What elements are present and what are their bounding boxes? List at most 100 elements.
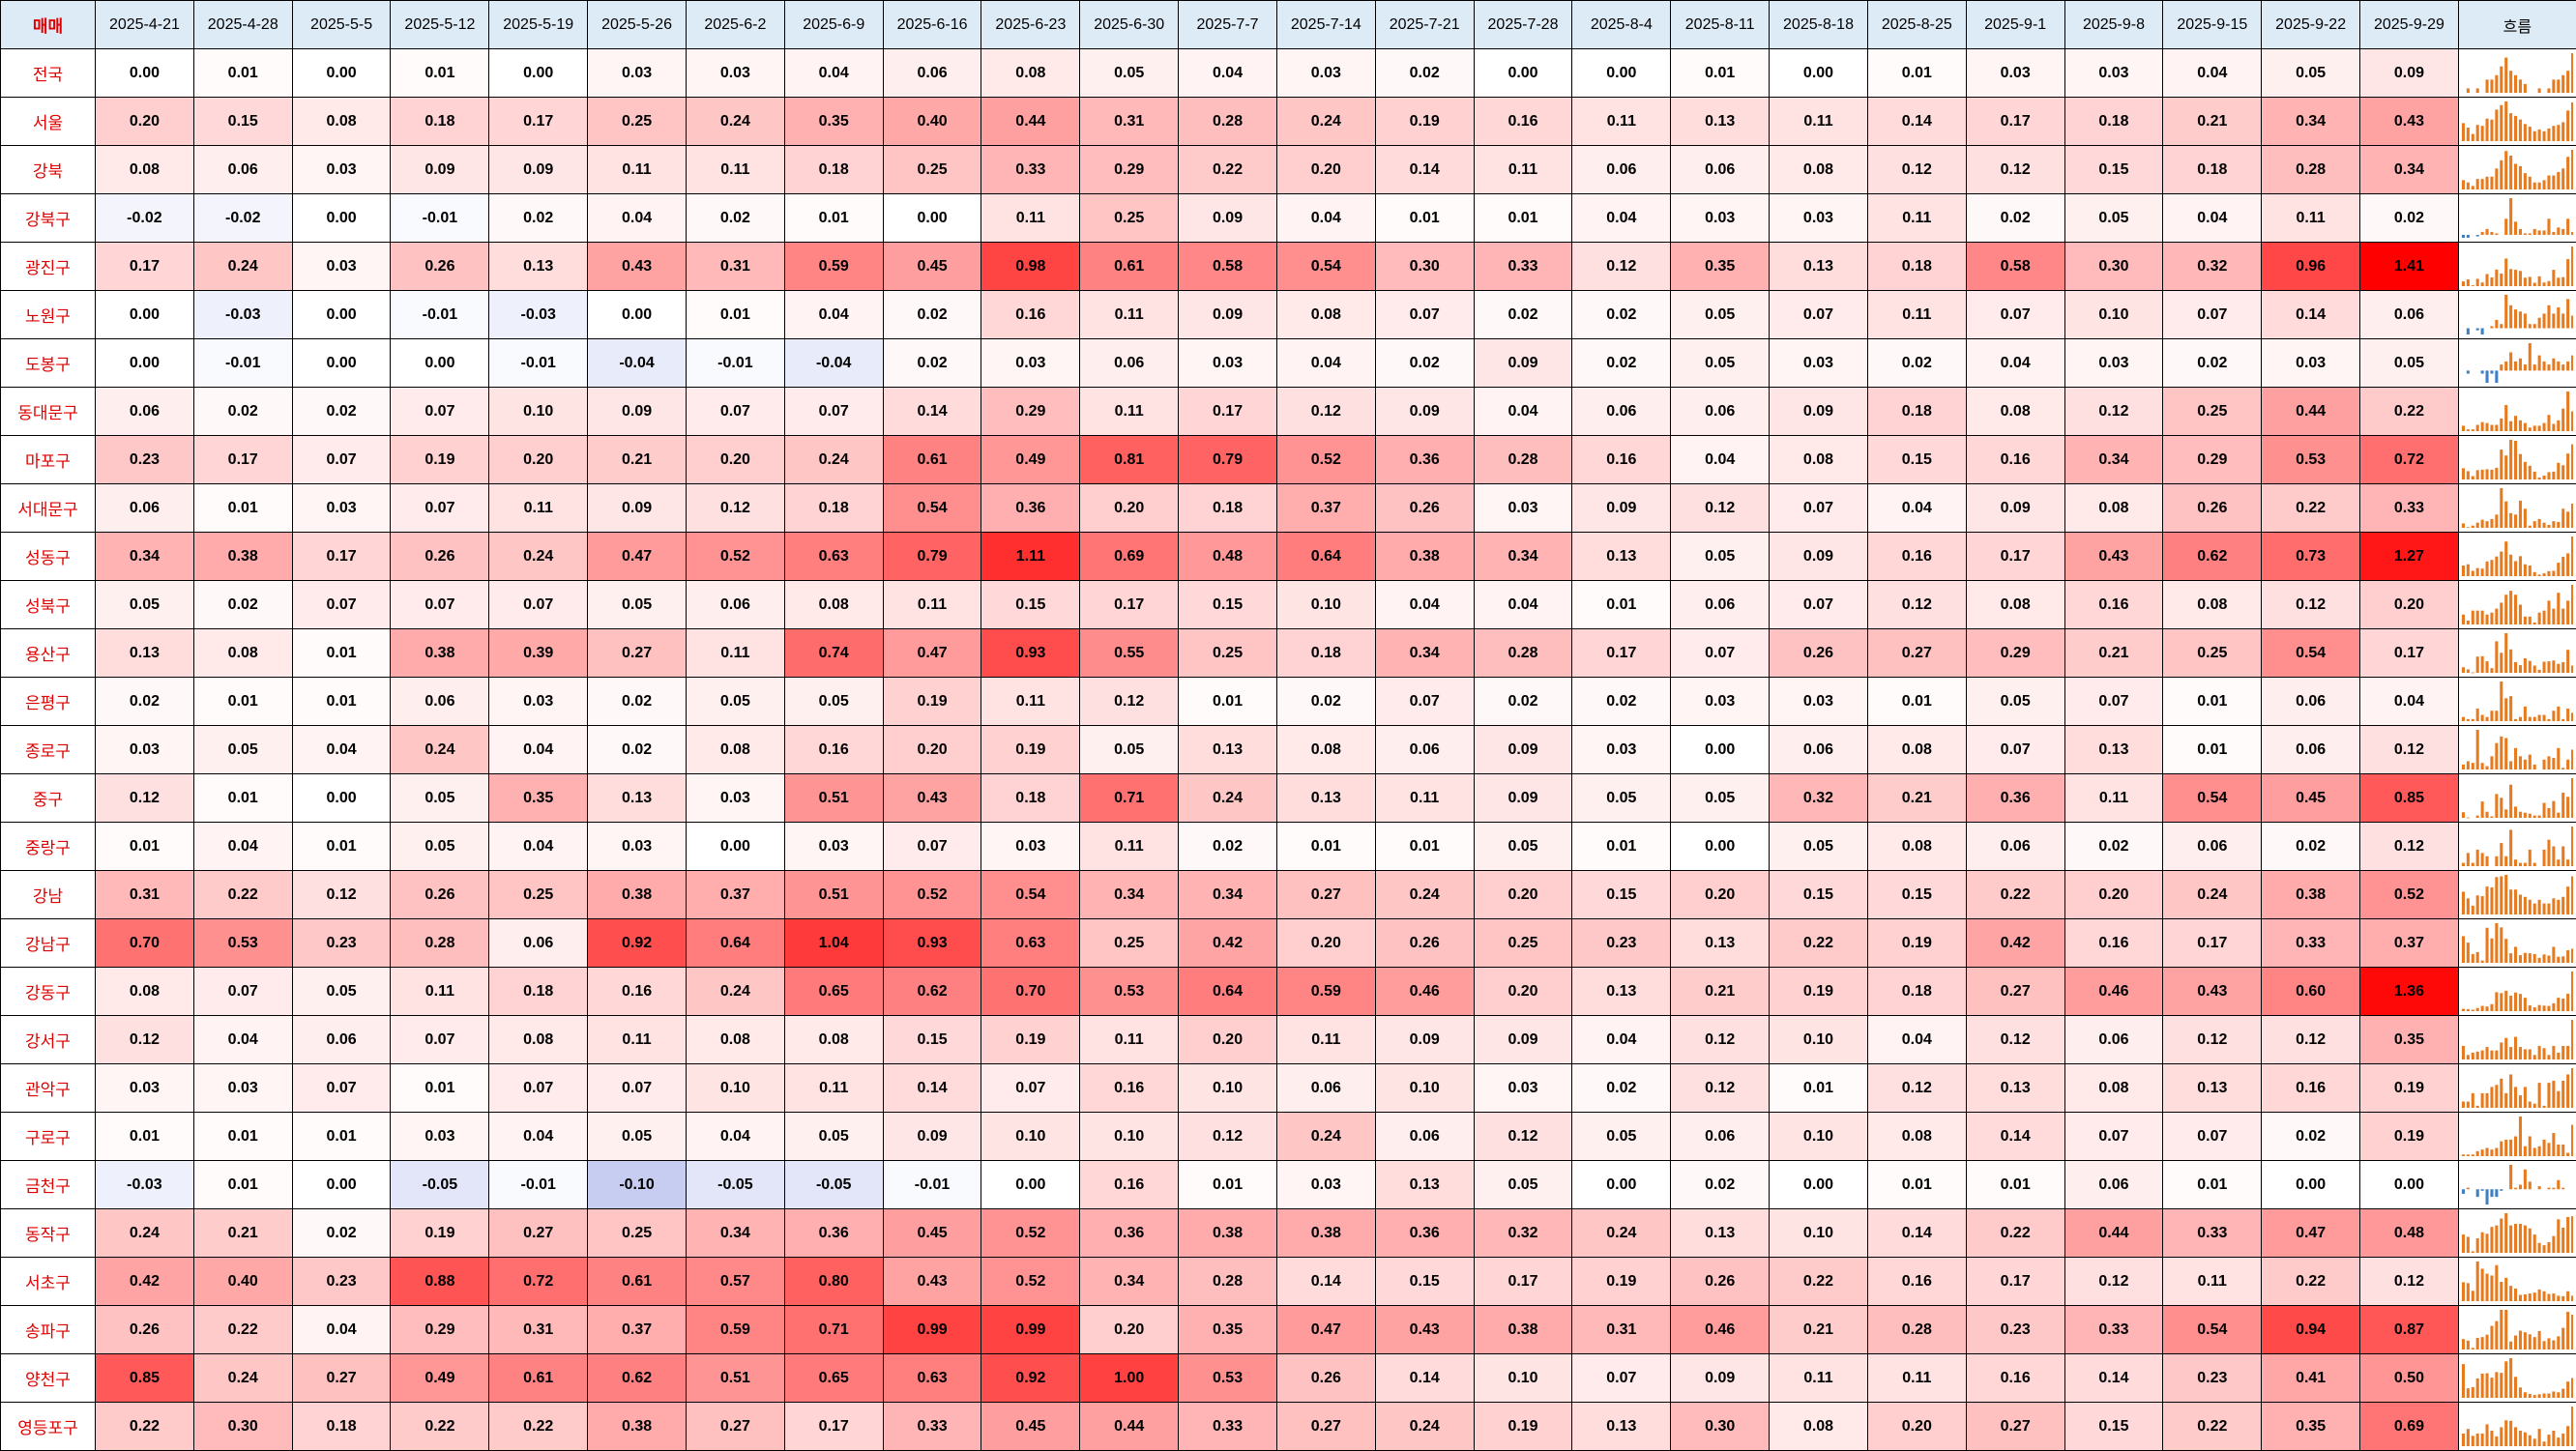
heat-cell: 0.10 [2064, 290, 2164, 339]
spark-bar [2542, 661, 2546, 673]
spark-bar [2565, 1074, 2570, 1108]
spark-bar [2508, 421, 2513, 431]
heat-cell: 0.06 [2359, 290, 2459, 339]
heat-cell: 0.09 [1178, 290, 1277, 339]
spark-bar [2508, 591, 2513, 624]
heat-cell: 0.94 [2261, 1305, 2361, 1354]
sparkline-svg [2461, 1213, 2573, 1253]
spark-bar [2500, 488, 2503, 528]
spark-bar [2518, 271, 2522, 286]
spark-bar [2471, 429, 2474, 431]
heat-cell: 0.93 [882, 918, 982, 968]
spark-bar [2475, 1105, 2479, 1108]
heat-cell: 0.17 [2359, 628, 2459, 678]
spark-bar [2513, 561, 2517, 576]
heat-cell: 0.26 [390, 242, 490, 291]
heat-cell: 0.99 [882, 1305, 982, 1354]
heat-cell: 0.01 [192, 1160, 293, 1209]
spark-bar [2532, 903, 2536, 914]
trend-sparkline [2457, 967, 2576, 1016]
spark-bar [2532, 862, 2536, 866]
spark-bar [2485, 1424, 2489, 1446]
spark-bar [2466, 471, 2470, 479]
row-label: 도봉구 [0, 338, 96, 388]
spark-bar [2475, 1007, 2479, 1011]
spark-bar [2561, 74, 2565, 93]
spark-bar [2557, 563, 2561, 576]
spark-bar [2532, 471, 2536, 479]
spark-bar [2490, 231, 2494, 235]
spark-bar [2495, 923, 2499, 963]
spark-bar [2485, 1373, 2489, 1398]
heat-cell: 0.20 [1079, 1305, 1180, 1354]
heat-cell: 0.05 [1571, 1112, 1672, 1161]
spark-bar [2466, 1101, 2470, 1108]
spark-bar [2528, 1228, 2532, 1253]
heat-cell: 0.20 [1275, 918, 1376, 968]
spark-bar [2471, 1386, 2474, 1398]
spark-bar [2565, 218, 2570, 235]
heat-cell: 0.05 [783, 1112, 884, 1161]
spark-bar [2561, 1145, 2565, 1156]
spark-bar [2523, 759, 2527, 769]
spark-bar [2547, 1393, 2551, 1398]
heat-cell: 0.53 [1079, 967, 1180, 1016]
spark-bar [2500, 324, 2503, 329]
spark-bar [2561, 556, 2565, 576]
spark-bar [2552, 175, 2556, 189]
heat-cell: 0.03 [783, 822, 884, 871]
spark-bar [2570, 876, 2573, 914]
heat-cell: 0.01 [192, 1112, 293, 1161]
spark-bar [2565, 511, 2570, 528]
heat-cell: 0.26 [95, 1305, 194, 1354]
heatmap-body: 전국 0.00 0.01 0.00 0.01 0.00 0.03 0.03 0.04 0.06 0.… [0, 48, 2576, 1451]
heat-cell: 0.40 [882, 97, 982, 146]
heat-cell: 0.05 [2064, 193, 2164, 243]
spark-bar [2471, 1348, 2474, 1349]
heat-cell: 0.29 [981, 387, 1081, 436]
heat-cell: 0.99 [981, 1305, 1081, 1354]
spark-bar [2480, 763, 2484, 769]
spark-bar [2504, 258, 2508, 286]
heat-cell: 0.03 [1670, 193, 1771, 243]
heat-cell: 0.10 [1178, 1063, 1277, 1113]
spark-bar [2523, 998, 2527, 1011]
spark-bar [2537, 355, 2541, 371]
row-label: 금천구 [0, 1160, 96, 1209]
heat-cell: 0.13 [488, 242, 589, 291]
spark-bar [2570, 102, 2573, 141]
spark-bar [2547, 305, 2551, 329]
spark-bar [2528, 1393, 2532, 1398]
heat-cell: 0.14 [882, 1063, 982, 1113]
heat-cell: 0.02 [1965, 193, 2065, 243]
trend-sparkline [2457, 725, 2576, 774]
heat-cell: 0.14 [2261, 290, 2361, 339]
heat-cell: 0.03 [390, 1112, 490, 1161]
spark-bar [2557, 171, 2561, 189]
spark-bar [2557, 361, 2561, 371]
spark-bar [2547, 1143, 2551, 1156]
spark-bar [2537, 669, 2541, 673]
row-label: 관악구 [0, 1063, 96, 1113]
spark-bar [2523, 862, 2527, 866]
heat-cell: 0.63 [783, 532, 884, 581]
heat-cell: 0.28 [2261, 145, 2361, 194]
spark-bar [2495, 424, 2499, 431]
heat-cell: 0.34 [2064, 435, 2164, 484]
heat-cell: 0.41 [2261, 1353, 2361, 1403]
heat-cell: 0.28 [1178, 97, 1277, 146]
spark-bar [2466, 1340, 2470, 1349]
heat-cell: 0.02 [291, 387, 392, 436]
heat-cell: 0.10 [981, 1112, 1081, 1161]
heat-cell: 0.20 [1079, 483, 1180, 533]
spark-bar [2542, 1139, 2546, 1156]
row-label: 종로구 [0, 725, 96, 774]
heat-cell: 0.09 [1374, 1015, 1475, 1064]
column-header: 2025-6-16 [882, 0, 982, 49]
heat-cell: 0.22 [1965, 870, 2065, 919]
spark-bar [2495, 467, 2499, 479]
table-row: 중랑구 0.01 0.04 0.01 0.05 0.04 0.03 0.00 0.03 0.07 0… [0, 822, 2576, 871]
spark-bar [2570, 665, 2573, 673]
spark-bar [2475, 730, 2479, 769]
spark-bar [2485, 1147, 2489, 1156]
